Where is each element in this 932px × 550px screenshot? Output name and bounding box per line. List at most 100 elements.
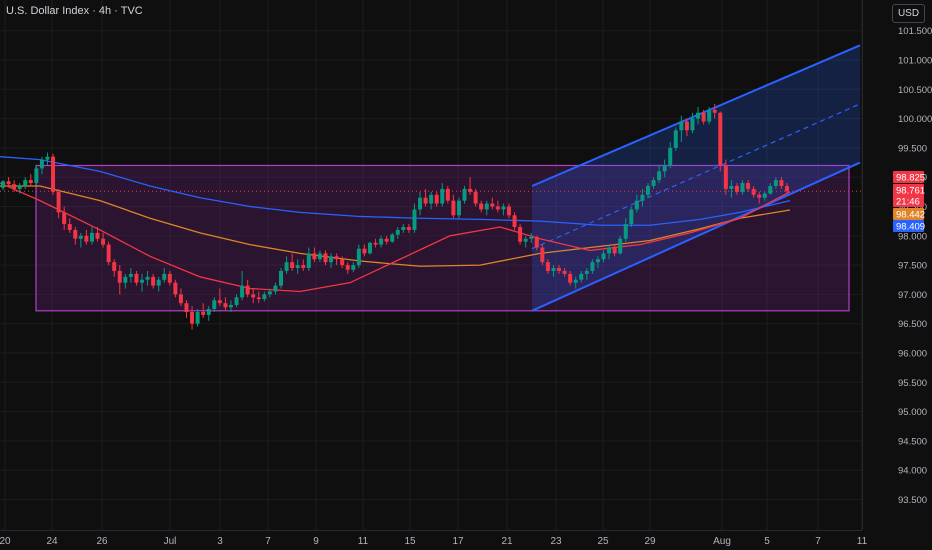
candle-body: [696, 112, 701, 119]
candle-body: [673, 130, 678, 148]
candle-body: [657, 171, 662, 181]
channel-lower-line: [531, 161, 861, 312]
candle-body: [579, 273, 584, 280]
candle-body: [534, 236, 539, 248]
price-tick-label: 100.500: [898, 85, 932, 96]
time-tick-label: Aug: [713, 536, 731, 547]
candle-body: [445, 188, 450, 201]
price-label-text: 21:46: [896, 197, 920, 208]
candle-body: [162, 273, 167, 280]
candle-body: [78, 235, 83, 239]
candle-body: [279, 270, 284, 286]
candle-body: [206, 309, 211, 315]
candle-body: [645, 185, 650, 195]
candle-body: [39, 159, 44, 169]
candle-body: [406, 227, 411, 230]
candle-body: [301, 265, 306, 269]
price-tick-label: 94.500: [898, 436, 927, 447]
time-tick-label: 23: [550, 536, 562, 547]
candle-body: [156, 279, 161, 286]
candle-body: [228, 304, 233, 308]
candle-body: [595, 259, 600, 263]
candle-body: [106, 244, 111, 263]
candle-body: [707, 109, 712, 122]
candle-body: [273, 285, 278, 292]
price-tick-label: 95.500: [898, 378, 927, 389]
candle-body: [456, 200, 461, 216]
candle-body: [662, 165, 667, 172]
price-label-bg: [893, 195, 924, 207]
candle-body: [345, 265, 350, 270]
moving-averages: [0, 156, 791, 293]
candle-body: [23, 180, 28, 186]
price-label-text: 98.761: [896, 186, 925, 197]
candle-body: [690, 118, 695, 131]
candle-body: [329, 256, 334, 263]
price-tick-label: 97.000: [898, 290, 927, 301]
candle-body: [167, 273, 172, 283]
time-tick-label: 15: [404, 536, 416, 547]
candle-body: [518, 227, 523, 242]
candle-body: [173, 282, 178, 295]
candle-body: [217, 300, 222, 304]
candle-body: [779, 180, 784, 186]
candle-body: [568, 273, 573, 283]
candle-body: [557, 268, 562, 271]
candle-body: [379, 238, 384, 245]
candle-body: [117, 270, 122, 283]
price-label-bg: [893, 171, 924, 183]
time-tick-label: 11: [358, 536, 369, 547]
candle-body: [740, 183, 745, 192]
candle-body: [545, 262, 550, 271]
candle-body: [178, 294, 183, 304]
candle-body: [67, 224, 72, 230]
candle-body: [262, 294, 267, 300]
candle-body: [762, 193, 767, 198]
candle-body: [395, 229, 400, 235]
candle-body: [540, 247, 545, 263]
candle-body: [418, 197, 423, 210]
candle-body: [390, 234, 395, 242]
candle-body: [101, 238, 106, 245]
candle-body: [34, 168, 39, 184]
candle-body: [267, 291, 272, 295]
candle-body: [223, 303, 228, 308]
candle-body: [362, 248, 367, 254]
price-label-text: 98.409: [896, 222, 925, 233]
candle-body: [679, 121, 684, 131]
candle-body: [28, 180, 33, 184]
candle-body: [256, 297, 261, 300]
candle-body: [356, 248, 361, 266]
candle-body: [590, 262, 595, 271]
time-tick-label: 3: [217, 536, 223, 547]
price-tick-label: 100.000: [898, 114, 932, 125]
candle-body: [134, 273, 139, 283]
candle-body: [145, 276, 150, 280]
candle-body: [640, 194, 645, 201]
time-axis[interactable]: 20 24 26 Jul 3 7 9 11 15 17 21 23 25 29 Aug 5 7 11: [0, 530, 868, 548]
candle-body: [746, 183, 751, 189]
candle-body: [473, 191, 478, 204]
candle-body: [234, 297, 239, 305]
candle-body: [768, 185, 773, 194]
candle-body: [773, 180, 778, 186]
candle-body: [351, 265, 356, 270]
price-label-text: 98.442: [896, 210, 925, 221]
candle-body: [785, 185, 789, 192]
candle-body: [612, 247, 617, 254]
price-label-bg: [893, 208, 924, 220]
candle-body: [584, 270, 589, 274]
price-axis[interactable]: 101.500101.000100.500100.00099.50099.000…: [862, 0, 932, 530]
candle-body: [723, 165, 728, 189]
candle-body: [484, 203, 489, 210]
price-tick-label: 96.000: [898, 349, 927, 360]
candle-body: [340, 259, 345, 266]
price-label-bg: [893, 184, 924, 196]
price-tick-label: 96.500: [898, 319, 927, 330]
candles: [1, 103, 789, 330]
currency-button[interactable]: USD: [892, 4, 925, 23]
moving-average-line: [0, 182, 791, 293]
candle-body: [112, 262, 117, 271]
candle-body: [151, 276, 156, 286]
